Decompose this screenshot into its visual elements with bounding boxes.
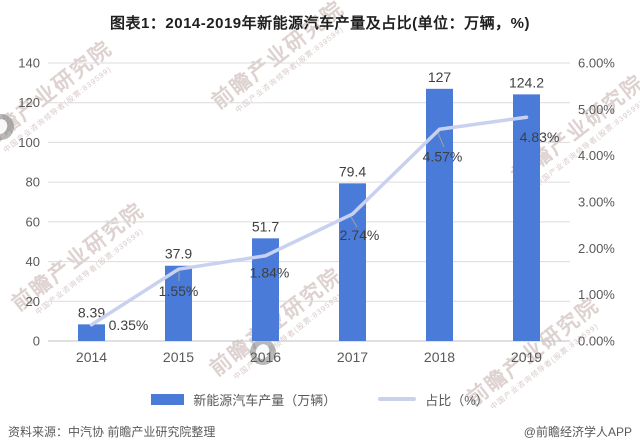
left-axis-tick: 100	[18, 135, 40, 150]
label-leader-line	[350, 216, 358, 228]
left-axis-tick: 20	[26, 294, 40, 309]
x-axis-label: 2018	[424, 349, 455, 365]
right-axis-tick: 4.00%	[578, 148, 615, 163]
data-source-text: 资料来源：中汽协 前瞻产业研究院整理	[8, 425, 216, 439]
bar-value-label: 127	[428, 69, 452, 85]
right-axis-tick: 2.00%	[578, 241, 615, 256]
bar-value-label: 37.9	[165, 246, 192, 262]
right-axis-tick: 0.00%	[578, 334, 615, 349]
legend-label-production: 新能源汽车产量（万辆）	[193, 392, 337, 408]
bar-value-label: 8.39	[78, 304, 105, 320]
left-axis-tick: 0	[33, 334, 40, 349]
left-axis-tick: 120	[18, 95, 40, 110]
line-value-label: 4.57%	[423, 148, 463, 164]
bar-value-label: 124.2	[509, 74, 544, 90]
chart-title: 图表1：2014-2019年新能源汽车产量及占比(单位：万辆，%)	[110, 15, 530, 32]
line-value-label: 2.74%	[340, 227, 380, 243]
left-axis-tick: 140	[18, 56, 40, 71]
bar-2016	[252, 238, 279, 341]
line-series-swatch	[378, 397, 417, 401]
left-axis-tick: 60	[26, 214, 40, 229]
right-axis-tick: 3.00%	[578, 195, 615, 210]
bar-2017	[339, 183, 366, 341]
legend-label-share: 占比（%）	[425, 392, 489, 408]
bar-2019	[513, 94, 540, 341]
line-value-label: 1.55%	[159, 283, 199, 299]
bar-2014	[78, 324, 105, 341]
x-axis-label: 2015	[163, 349, 194, 365]
chart-legend: 新能源汽车产量（万辆） 占比（%）	[0, 388, 640, 410]
right-axis-tick: 1.00%	[578, 287, 615, 302]
label-leader-line	[437, 132, 445, 148]
bar-value-label: 51.7	[252, 218, 279, 234]
line-value-label: 1.84%	[250, 265, 290, 281]
share-line	[89, 115, 529, 327]
line-value-label: 4.83%	[520, 129, 560, 145]
bar-value-label: 79.4	[339, 163, 366, 179]
right-axis-tick: 6.00%	[578, 56, 615, 71]
right-axis-tick: 5.00%	[578, 102, 615, 117]
x-axis-label: 2016	[250, 349, 281, 365]
credit-text: @前瞻经济学人APP	[523, 425, 632, 439]
legend-item-production: 新能源汽车产量（万辆）	[151, 390, 336, 409]
x-axis-label: 2017	[337, 349, 368, 365]
line-value-label: 0.35%	[109, 317, 149, 333]
left-axis-tick: 40	[26, 254, 40, 269]
bar-series-swatch	[151, 393, 185, 405]
left-axis-tick: 80	[26, 175, 40, 190]
x-axis-label: 2014	[76, 349, 107, 365]
x-axis-label: 2019	[511, 349, 542, 365]
legend-item-share: 占比（%）	[378, 390, 489, 409]
chart-footer: 资料来源：中汽协 前瞻产业研究院整理 @前瞻经济学人APP	[0, 423, 640, 440]
